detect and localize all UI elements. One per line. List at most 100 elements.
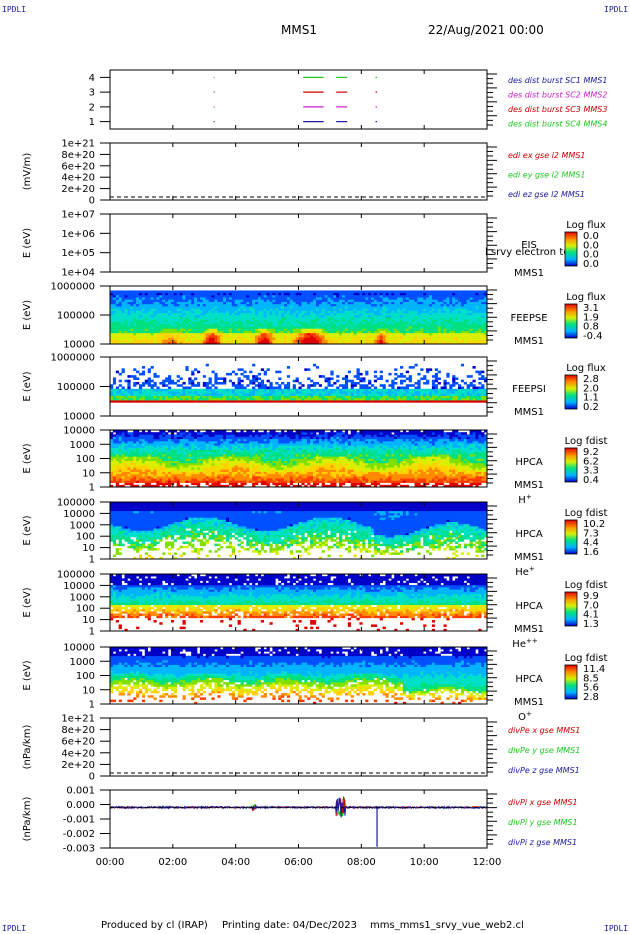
- hpca_he-spectrogram-cell: [269, 534, 273, 538]
- feepse-spectrogram-cell: [168, 337, 175, 340]
- hpca_hepp-spectrogram-cell: [144, 615, 151, 619]
- feepse-spectrogram-cell: [191, 321, 204, 325]
- feepsi-spectrogram-cell: [269, 384, 273, 387]
- feepsi-spectrogram-cell: [228, 379, 233, 383]
- hpca_he-spectrogram-cell: [431, 526, 438, 529]
- feepse-spectrogram-cell: [484, 292, 488, 296]
- feepse-spectrogram-cell: [110, 323, 128, 327]
- feepse-spectrogram-cell: [327, 330, 337, 334]
- feepse-spectrogram-cell: [402, 310, 409, 314]
- hpca_h-spectrogram-cell: [362, 454, 366, 457]
- feepsi-spectrogram-cell: [339, 384, 349, 387]
- hpca_he-spectrogram-cell: [162, 526, 166, 529]
- hpca_he-spectrogram-cell: [414, 512, 418, 516]
- hpca_he-spectrogram-cell: [391, 537, 395, 540]
- hpca_he-spectrogram-cell: [217, 548, 221, 551]
- hpca_he-spectrogram-cell: [124, 532, 128, 536]
- feepse-spectrogram-cell: [272, 312, 276, 316]
- hpca_he-spectrogram-cell: [373, 528, 421, 531]
- feepse-spectrogram-cell: [431, 317, 441, 320]
- hpca_hepp-spectrogram-cell: [110, 595, 117, 599]
- feepsi-spectrogram-cell: [324, 393, 331, 396]
- hpca_hepp-spectrogram-cell: [266, 609, 273, 612]
- hpca_hepp-spectrogram-cell: [379, 613, 386, 616]
- hpca_h-species-label: H+: [518, 493, 532, 506]
- feepse-spectrogram-cell: [286, 337, 291, 340]
- feepse-spectrogram-cell: [118, 308, 125, 311]
- hpca_he-spectrogram-cell: [330, 517, 337, 520]
- hpca_h-spectrogram-cell: [452, 473, 456, 477]
- hpca_he-spectrogram-cell: [301, 545, 305, 549]
- feepsi-spectrogram-cell: [431, 386, 436, 390]
- hpca_he-spectrogram-cell: [362, 539, 366, 542]
- hpca_h-spectrogram-cell: [440, 460, 450, 464]
- feepse-spectrogram-cell: [472, 321, 476, 325]
- hpca_hepp-spectrogram-cell: [286, 600, 291, 603]
- hpca_h-spectrogram-cell: [281, 451, 291, 455]
- hpca_he-spectrogram-cell: [304, 526, 311, 529]
- hpca_h-spectrogram-cell: [199, 447, 206, 451]
- hpca_hepp-spectrogram-cell: [426, 615, 436, 619]
- feepsi-spectrogram-cell: [257, 384, 262, 387]
- feepsi-spectrogram-cell: [443, 384, 447, 387]
- hpca_hepp-spectrogram-cell: [257, 611, 262, 614]
- hpca_h-spectrogram-cell: [455, 469, 459, 472]
- hpca_h-spectrogram-cell: [289, 451, 293, 455]
- feepsi-spectrogram-cell: [446, 381, 450, 385]
- hpca_h-spectrogram-cell: [458, 480, 470, 483]
- hpca_h-spectrogram-cell: [295, 434, 299, 437]
- hpca_he-spectrogram-cell: [110, 515, 389, 518]
- feepsi-spectrogram-cell: [394, 393, 398, 396]
- hpca_he-spectrogram-cell: [429, 543, 436, 547]
- hpca_h-spectrogram-cell: [112, 436, 117, 440]
- feepsi-spectrogram-cell: [162, 379, 175, 383]
- hpca_h-spectrogram-cell: [185, 480, 189, 483]
- burst-frame: [109, 69, 488, 130]
- hpca_h-spectrogram-cell: [260, 480, 267, 483]
- hpca_he-spectrogram-cell: [449, 541, 453, 544]
- hpca_h-spectrogram-cell: [115, 467, 128, 470]
- hpca_he-spectrogram-cell: [208, 521, 212, 525]
- hpca_hepp-spectrogram-cell: [118, 615, 122, 619]
- feepse-spectrogram-cell: [307, 332, 311, 336]
- hpca_h-spectrogram-cell: [121, 478, 131, 481]
- feepsi-spectrogram-cell: [185, 393, 198, 396]
- hpca_h-spectrogram-cell: [321, 451, 331, 455]
- feepse-spectrogram-cell: [272, 323, 279, 327]
- feepse-spectrogram-cell: [484, 321, 488, 325]
- hpca_he-spectrogram-cell: [139, 510, 151, 514]
- hpca_he-spectrogram-cell: [269, 550, 273, 553]
- feepse-spectrogram-cell: [141, 299, 163, 302]
- hpca_he-spectrogram-cell: [266, 510, 276, 514]
- feepsi-spectrogram-cell: [263, 388, 267, 392]
- hpca_he-spectrogram-cell: [252, 532, 267, 536]
- hpca_h-spectrogram-cell: [286, 458, 291, 461]
- hpca_he-spectrogram-cell: [153, 530, 163, 533]
- hpca_hepp-spectrogram-cell: [342, 595, 351, 599]
- hpca_h-spectrogram-cell: [365, 454, 369, 457]
- hpca_h-spectrogram-cell: [223, 454, 227, 457]
- hpca_h-spectrogram-cell: [112, 476, 117, 479]
- hpca_hepp-spectrogram-cell: [168, 604, 172, 608]
- feepsi-spectrogram-cell: [365, 370, 369, 374]
- hpca_he-spectrogram-cell: [318, 526, 328, 529]
- hpca_h-spectrogram-cell: [458, 438, 465, 442]
- feepse-spectrogram-cell: [437, 335, 441, 338]
- feepse-spectrogram-cell: [298, 315, 302, 318]
- feepse-spectrogram-cell: [336, 310, 346, 314]
- feepsi-spectrogram-cell: [168, 386, 172, 390]
- hpca_he-spectrogram-cell: [260, 539, 264, 542]
- feepse-spectrogram-cell: [252, 310, 256, 314]
- hpca_he-spectrogram-cell: [252, 510, 256, 514]
- hpca_he-spectrogram-cell: [202, 534, 206, 538]
- hpca_h-spectrogram-cell: [255, 480, 262, 483]
- feepsi-spectrogram-cell: [481, 393, 485, 396]
- hpca_he-spectrogram-cell: [168, 526, 172, 529]
- hpca_he-spectrogram-cell: [310, 534, 314, 538]
- hpca_he-spectrogram-cell: [191, 550, 195, 553]
- hpca_h-spectrogram-cell: [246, 447, 250, 451]
- hpca_hepp-spectrogram-cell: [327, 620, 331, 623]
- hpca_hepp-spectrogram-cell: [423, 624, 427, 627]
- feepse-spectrogram-cell: [176, 323, 186, 327]
- hpca_h-spectrogram-cell: [255, 434, 259, 437]
